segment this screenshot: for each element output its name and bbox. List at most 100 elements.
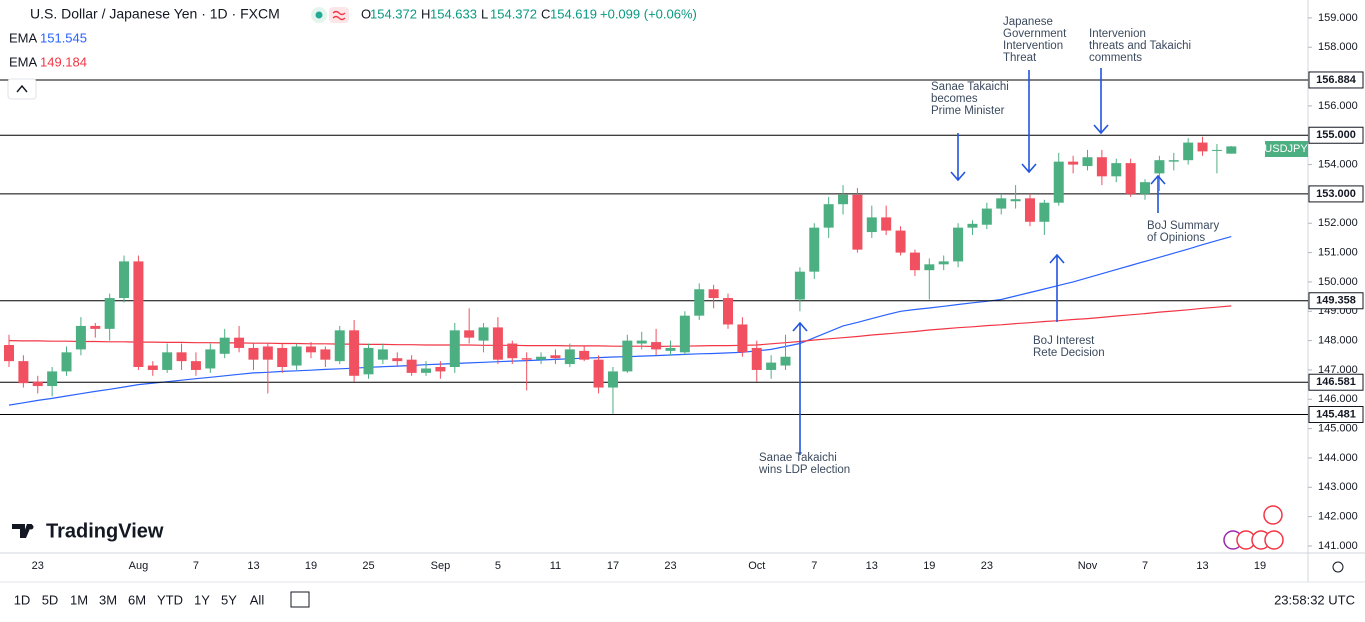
arrow	[1049, 253, 1065, 322]
candle-body	[1211, 149, 1222, 151]
y-tick-label: 146.000	[1318, 393, 1358, 405]
level-label: 155.000	[1316, 129, 1356, 141]
candle-body	[377, 349, 388, 360]
level-label: 156.884	[1316, 74, 1357, 86]
candle-body	[1125, 163, 1136, 194]
candle-body	[1039, 202, 1050, 222]
x-tick-label: 23	[32, 560, 44, 572]
logo-text: TradingView	[46, 520, 164, 542]
clock: 23:58:32 UTC	[1274, 592, 1355, 607]
x-tick-label: 11	[550, 560, 561, 572]
candle-body	[162, 352, 173, 370]
candle-body	[579, 350, 590, 360]
date-range-icon[interactable]	[290, 591, 310, 608]
timeframe-button[interactable]: 3M	[99, 592, 117, 607]
annotation: becomes	[931, 93, 978, 105]
legend-value: 149.184	[40, 54, 87, 69]
plot-area	[0, 79, 1308, 416]
alert-icon[interactable]	[329, 7, 349, 23]
candle-body	[305, 346, 316, 353]
annotation: threats and Takaichi	[1089, 40, 1191, 52]
event-icon[interactable]	[1264, 530, 1284, 550]
candle-body	[435, 367, 446, 372]
level-label: 146.581	[1316, 376, 1356, 388]
candle-body	[981, 208, 992, 225]
candle-body	[881, 217, 892, 231]
candle-body	[90, 325, 101, 329]
timeframe-button[interactable]: 5D	[42, 592, 59, 607]
candle-body	[190, 361, 201, 370]
event-icons[interactable]	[1223, 505, 1284, 550]
annotation: wins LDP election	[758, 464, 850, 476]
candle-body	[622, 340, 633, 372]
candle-body	[866, 217, 877, 233]
candle-body	[219, 337, 230, 354]
candle-body	[75, 325, 86, 350]
timeframe-button[interactable]: YTD	[157, 592, 183, 607]
candle-body	[47, 371, 58, 387]
level-label-box	[1308, 406, 1364, 424]
candle-body	[723, 298, 733, 325]
y-tick-label: 141.000	[1318, 540, 1358, 552]
y-tick-label: 145.000	[1318, 423, 1358, 435]
timeframe-button[interactable]: 1Y	[194, 592, 210, 607]
y-tick-label: 143.000	[1318, 481, 1358, 493]
timeframe-button[interactable]: 6M	[128, 592, 146, 607]
candle-body	[349, 330, 360, 376]
candle-body	[1082, 157, 1093, 167]
ohlc-value: 154.372	[370, 6, 417, 21]
status-dot	[315, 11, 323, 19]
candle-body	[1096, 157, 1107, 177]
candle-body	[550, 355, 561, 359]
annotation: Rete Decision	[1033, 347, 1105, 359]
ohlc-value: 154.633	[430, 6, 477, 21]
y-tick-label: 152.000	[1318, 217, 1358, 229]
candle-body	[1010, 199, 1021, 202]
symbol-tag: USDJPY	[1264, 143, 1308, 155]
arrow	[1150, 174, 1166, 213]
candle-body	[104, 298, 115, 329]
x-tick-label: 23	[664, 560, 676, 572]
y-tick-label: 150.000	[1318, 276, 1358, 288]
annotation: of Opinions	[1147, 232, 1205, 244]
ohlc-label: C	[541, 6, 550, 21]
annotation: Intervenion	[1089, 28, 1146, 40]
candle-body	[248, 347, 259, 360]
candle-body	[1068, 161, 1079, 165]
candle-body	[1154, 160, 1165, 174]
candle-body	[938, 261, 949, 265]
arrow	[1021, 70, 1037, 174]
ohlc-label: H	[421, 6, 430, 21]
candle-body	[521, 358, 532, 360]
settings-icon[interactable]	[1332, 561, 1344, 573]
ema-line	[8, 305, 1232, 348]
timeframe-button[interactable]: 1D	[14, 592, 31, 607]
timeframe-button[interactable]: 1M	[70, 592, 88, 607]
candle-body	[133, 261, 144, 368]
x-tick-label: Aug	[129, 560, 149, 572]
collapse-button[interactable]	[7, 78, 37, 100]
timeframe-button[interactable]: 5Y	[221, 592, 237, 607]
candle-body	[679, 315, 690, 353]
x-tick-label: 25	[362, 560, 374, 572]
ohlc-value: 154.619	[550, 6, 597, 21]
arrow	[792, 321, 808, 455]
timeframe-button[interactable]: All	[250, 592, 265, 607]
candle-body	[996, 198, 1007, 209]
candle-body	[1197, 142, 1208, 152]
candle-body	[176, 352, 187, 362]
candle-body	[967, 223, 978, 228]
x-tick-label: 19	[1254, 560, 1266, 572]
candle-body	[205, 349, 216, 369]
candle-body	[708, 289, 719, 299]
candle-body	[564, 349, 575, 365]
legend-name: EMA	[9, 30, 38, 45]
logo-mark	[12, 524, 32, 538]
candle-body	[334, 330, 345, 362]
level-label: 145.481	[1316, 408, 1356, 420]
y-tick-label: 151.000	[1318, 246, 1358, 258]
event-icon[interactable]	[1263, 505, 1283, 525]
candle-body	[809, 227, 820, 272]
candle-body	[277, 347, 288, 368]
